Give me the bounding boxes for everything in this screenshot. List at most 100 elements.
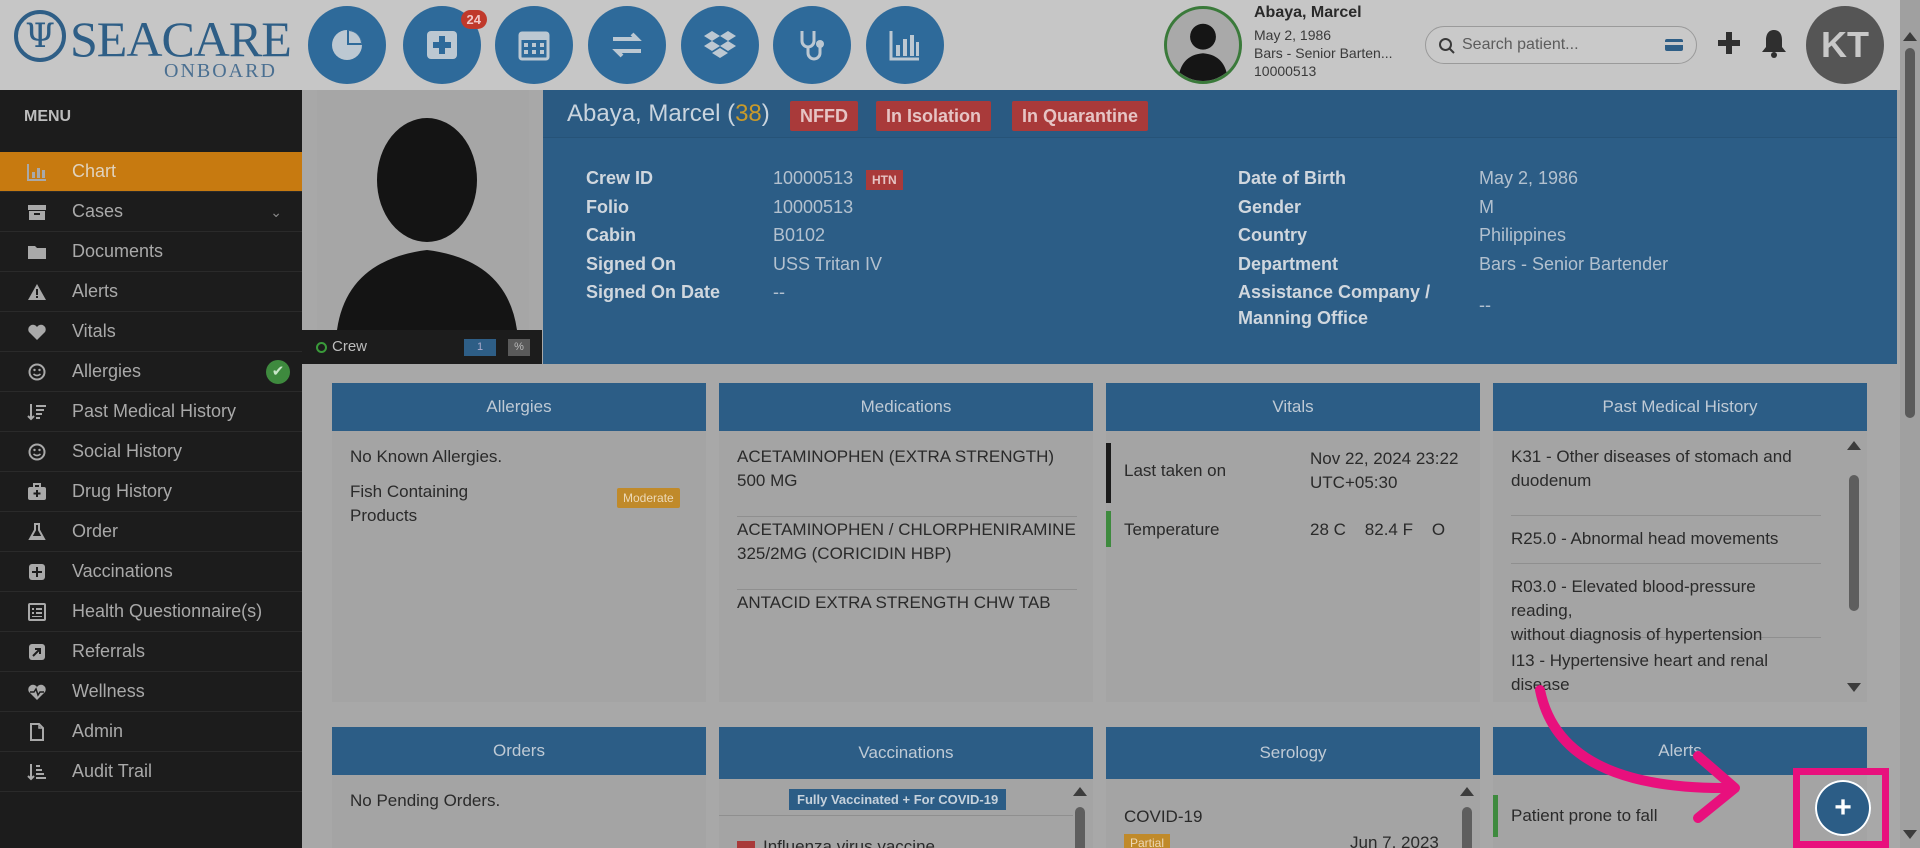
sidebar-item-label: Past Medical History — [72, 401, 237, 421]
pmh-item: R03.0 - Elevated blood-pressure reading,… — [1511, 565, 1821, 644]
logo-text: SEACARE — [70, 11, 292, 67]
sidebar-menu: MENU Chart Cases ⌄ Documents Alerts Vitals All… — [0, 90, 302, 848]
value-dob: May 2, 1986 — [1479, 168, 1579, 188]
past-medical-history-card: Past Medical History K31 - Other disease… — [1493, 383, 1867, 702]
medical-add-button[interactable]: 24 — [403, 6, 487, 84]
label-folio: Folio — [586, 197, 629, 217]
label-assistance: Assistance Company / — [1238, 282, 1431, 302]
sidebar-item-wellness[interactable]: Wellness — [0, 672, 302, 712]
cases-icon — [26, 201, 48, 223]
patient-header-strip — [543, 90, 1897, 138]
sidebar-item-referrals[interactable]: Referrals — [0, 632, 302, 672]
patient-mini-avatar[interactable] — [1164, 6, 1242, 84]
highlight-box — [1793, 768, 1889, 848]
medications-card-title[interactable]: Medications — [719, 383, 1093, 431]
photo-link-badge[interactable]: % — [508, 339, 530, 356]
medication-item-line1: ACETAMINOPHEN / CHLORPHENIRAMINE — [737, 520, 1076, 539]
sidebar-item-label: Chart — [72, 161, 117, 181]
add-icon[interactable] — [1716, 30, 1742, 56]
page-scroll-up-icon[interactable] — [1903, 32, 1917, 41]
sidebar-item-order[interactable]: Order — [0, 512, 302, 552]
stethoscope-button[interactable] — [773, 6, 851, 84]
medication-item-line1: ANTACID EXTRA STRENGTH CHW TAB — [737, 593, 1051, 612]
scroll-thumb[interactable] — [1849, 475, 1859, 611]
sidebar-item-past-medical-history[interactable]: Past Medical History — [0, 392, 302, 432]
vaccinations-card-title[interactable]: Vaccinations — [719, 727, 1093, 779]
bell-icon[interactable] — [1760, 28, 1788, 58]
chart-icon — [26, 161, 48, 183]
patient-mini-info[interactable]: Abaya, Marcel May 2, 1986 Bars - Senior … — [1254, 4, 1414, 80]
medkit-icon — [26, 481, 48, 503]
scroll-up-icon[interactable] — [1073, 787, 1087, 796]
flask-icon — [26, 521, 48, 543]
value-signed-on-date: -- — [773, 282, 785, 302]
label-signed-on: Signed On — [586, 254, 676, 274]
scroll-up-icon[interactable] — [1847, 441, 1861, 450]
label-manning: Manning Office — [1238, 308, 1368, 328]
medical-plus-icon — [427, 31, 457, 59]
pmh-scrollbar[interactable] — [1847, 441, 1861, 693]
sidebar-item-audit-trail[interactable]: Audit Trail — [0, 752, 302, 792]
sidebar-item-label: Vaccinations — [72, 561, 173, 581]
sidebar-item-health-questionnaire-s[interactable]: Health Questionnaire(s) — [0, 592, 302, 632]
search-input[interactable] — [1462, 31, 1652, 59]
pmh-item: R25.0 - Abnormal head movements — [1511, 517, 1821, 564]
patient-mini-dob: May 2, 1986 — [1254, 27, 1332, 43]
pmh-card-title[interactable]: Past Medical History — [1493, 383, 1867, 431]
photo-footer: Crew 1 % — [302, 330, 542, 364]
medications-card: Medications ACETAMINOPHEN (EXTRA STRENGT… — [719, 383, 1093, 702]
sidebar-item-vaccinations[interactable]: Vaccinations — [0, 552, 302, 592]
sidebar-item-admin[interactable]: Admin — [0, 712, 302, 752]
alert-indicator — [1493, 795, 1498, 837]
photo-count-badge[interactable]: 1 — [464, 339, 496, 356]
sidebar-item-vitals[interactable]: Vitals — [0, 312, 302, 352]
seacare-logo[interactable]: Ψ SEACARE ONBOARD — [14, 8, 294, 82]
serology-scrollbar[interactable] — [1460, 787, 1474, 848]
dropbox-button[interactable] — [681, 6, 759, 84]
folder-icon — [26, 241, 48, 263]
sidebar-item-alerts[interactable]: Alerts — [0, 272, 302, 312]
vaccination-scrollbar[interactable] — [1073, 787, 1087, 848]
status-dot-icon — [316, 342, 327, 353]
page-scrollbar[interactable] — [1900, 0, 1920, 848]
value-country: Philippines — [1479, 225, 1567, 245]
value-cabin: B0102 — [773, 225, 826, 245]
top-bar: Ψ SEACARE ONBOARD 24 Abaya, Marcel May 2… — [0, 0, 1900, 90]
chevron-down-icon[interactable]: ⌄ — [270, 204, 282, 220]
scroll-thumb[interactable] — [1075, 807, 1085, 848]
label-department: Department — [1238, 254, 1339, 274]
sidebar-item-social-history[interactable]: Social History — [0, 432, 302, 472]
id-card-icon[interactable] — [1664, 37, 1684, 53]
sidebar-item-documents[interactable]: Documents — [0, 232, 302, 272]
sidebar-item-chart[interactable]: Chart — [0, 152, 302, 192]
sidebar-item-drug-history[interactable]: Drug History — [0, 472, 302, 512]
temperature-value: 28 C 82.4 F O — [1310, 520, 1446, 539]
plus-square-icon — [26, 561, 48, 583]
allergies-card-title[interactable]: Allergies — [332, 383, 706, 431]
dropbox-icon — [704, 31, 736, 58]
medication-item-line2: 325/2MG (CORICIDIN HBP) — [737, 544, 952, 563]
page-scroll-down-icon[interactable] — [1903, 830, 1917, 839]
scroll-down-icon[interactable] — [1847, 683, 1861, 692]
serology-card-title[interactable]: Serology — [1106, 727, 1480, 779]
transfer-button[interactable] — [588, 6, 666, 84]
vital-indicator — [1106, 511, 1111, 547]
user-avatar[interactable]: KT — [1806, 6, 1884, 84]
pmh-item: K31 - Other diseases of stomach and duod… — [1511, 445, 1821, 516]
sidebar-item-cases[interactable]: Cases ⌄ — [0, 192, 302, 232]
add-floating-button[interactable]: + — [1815, 780, 1871, 836]
bar-chart-icon — [889, 31, 919, 61]
vaccination-status-badge: Fully Vaccinated + For COVID-19 — [789, 789, 1007, 810]
dashboard-button[interactable] — [308, 6, 386, 84]
reports-button[interactable] — [866, 6, 944, 84]
vitals-card: Vitals Last taken on Nov 22, 2024 23:22 … — [1106, 383, 1480, 702]
vitals-card-title[interactable]: Vitals — [1106, 383, 1480, 431]
scroll-thumb[interactable] — [1462, 807, 1472, 848]
page-scroll-thumb[interactable] — [1905, 48, 1915, 418]
scroll-up-icon[interactable] — [1460, 787, 1474, 796]
value-folio: 10000513 — [773, 197, 854, 217]
calendar-button[interactable] — [495, 6, 573, 84]
patient-name: Abaya, Marcel (38) — [567, 100, 770, 127]
orders-card-title[interactable]: Orders — [332, 727, 706, 775]
sidebar-item-allergies[interactable]: Allergies ✔ — [0, 352, 302, 392]
